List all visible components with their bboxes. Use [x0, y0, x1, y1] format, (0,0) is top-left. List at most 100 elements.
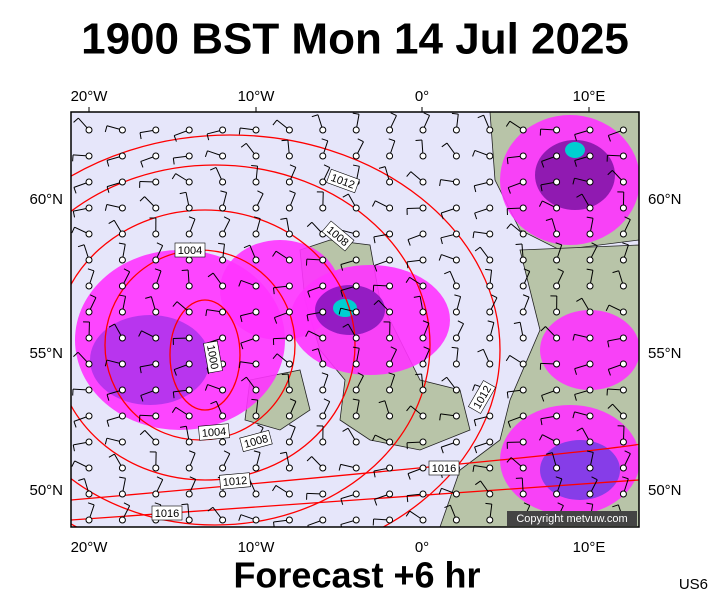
barb-flag — [251, 399, 257, 400]
station — [320, 465, 326, 471]
station — [520, 127, 526, 133]
station — [620, 387, 626, 393]
station — [353, 491, 359, 497]
station — [587, 283, 593, 289]
station — [353, 517, 359, 523]
station — [487, 413, 493, 419]
station — [353, 439, 359, 445]
lon-label-bottom: 20°W — [71, 539, 109, 556]
station — [286, 283, 292, 289]
isobar-label-text: 1016 — [432, 463, 456, 475]
station — [587, 257, 593, 263]
station — [253, 231, 259, 237]
station — [487, 127, 493, 133]
barb-flag — [181, 504, 187, 505]
station — [554, 361, 560, 367]
station — [420, 439, 426, 445]
station — [186, 231, 192, 237]
station — [520, 491, 526, 497]
station — [554, 179, 560, 185]
station — [320, 127, 326, 133]
station — [220, 205, 226, 211]
station — [220, 491, 226, 497]
station — [286, 257, 292, 263]
station — [320, 283, 326, 289]
station — [587, 231, 593, 237]
station — [320, 517, 326, 523]
station — [119, 231, 125, 237]
station — [253, 257, 259, 263]
station — [587, 335, 593, 341]
footer: Forecast +6 hr — [233, 555, 480, 596]
station — [86, 517, 92, 523]
station — [453, 153, 459, 159]
station — [153, 309, 159, 315]
lon-label-top: 0° — [415, 88, 429, 105]
station — [620, 283, 626, 289]
station — [554, 465, 560, 471]
lon-label-bottom: 10°W — [238, 539, 276, 556]
isobar-label-text: 1004 — [178, 245, 202, 257]
station — [153, 127, 159, 133]
station — [286, 309, 292, 315]
station — [186, 361, 192, 367]
station — [387, 309, 393, 315]
station — [286, 517, 292, 523]
station — [119, 465, 125, 471]
station — [320, 361, 326, 367]
station — [487, 283, 493, 289]
station — [620, 335, 626, 341]
station — [253, 361, 259, 367]
station — [387, 205, 393, 211]
station — [286, 413, 292, 419]
station — [487, 439, 493, 445]
station — [487, 257, 493, 263]
station — [420, 413, 426, 419]
station — [186, 309, 192, 315]
station — [520, 335, 526, 341]
station — [587, 465, 593, 471]
station — [453, 361, 459, 367]
isobar-label-text: 1012 — [222, 475, 247, 489]
station — [186, 413, 192, 419]
station — [420, 491, 426, 497]
station — [86, 257, 92, 263]
isobar-label: 1004 — [175, 243, 205, 257]
station — [420, 153, 426, 159]
station — [186, 283, 192, 289]
station — [320, 387, 326, 393]
station — [119, 179, 125, 185]
station — [420, 231, 426, 237]
station — [487, 361, 493, 367]
station — [119, 309, 125, 315]
station — [453, 283, 459, 289]
station — [420, 309, 426, 315]
station — [253, 283, 259, 289]
station — [453, 205, 459, 211]
station — [253, 387, 259, 393]
station — [86, 283, 92, 289]
station — [353, 283, 359, 289]
station — [119, 283, 125, 289]
station — [86, 179, 92, 185]
station — [554, 413, 560, 419]
station — [153, 205, 159, 211]
station — [620, 491, 626, 497]
station — [620, 153, 626, 159]
station — [186, 153, 192, 159]
station — [487, 205, 493, 211]
station — [453, 439, 459, 445]
station — [153, 283, 159, 289]
station — [286, 361, 292, 367]
station — [487, 231, 493, 237]
station — [286, 491, 292, 497]
station — [353, 361, 359, 367]
lon-label-top: 10°E — [573, 88, 606, 105]
station — [186, 465, 192, 471]
station — [186, 127, 192, 133]
station — [119, 491, 125, 497]
barb-flag — [251, 165, 257, 166]
station — [520, 179, 526, 185]
station — [620, 309, 626, 315]
station — [487, 517, 493, 523]
